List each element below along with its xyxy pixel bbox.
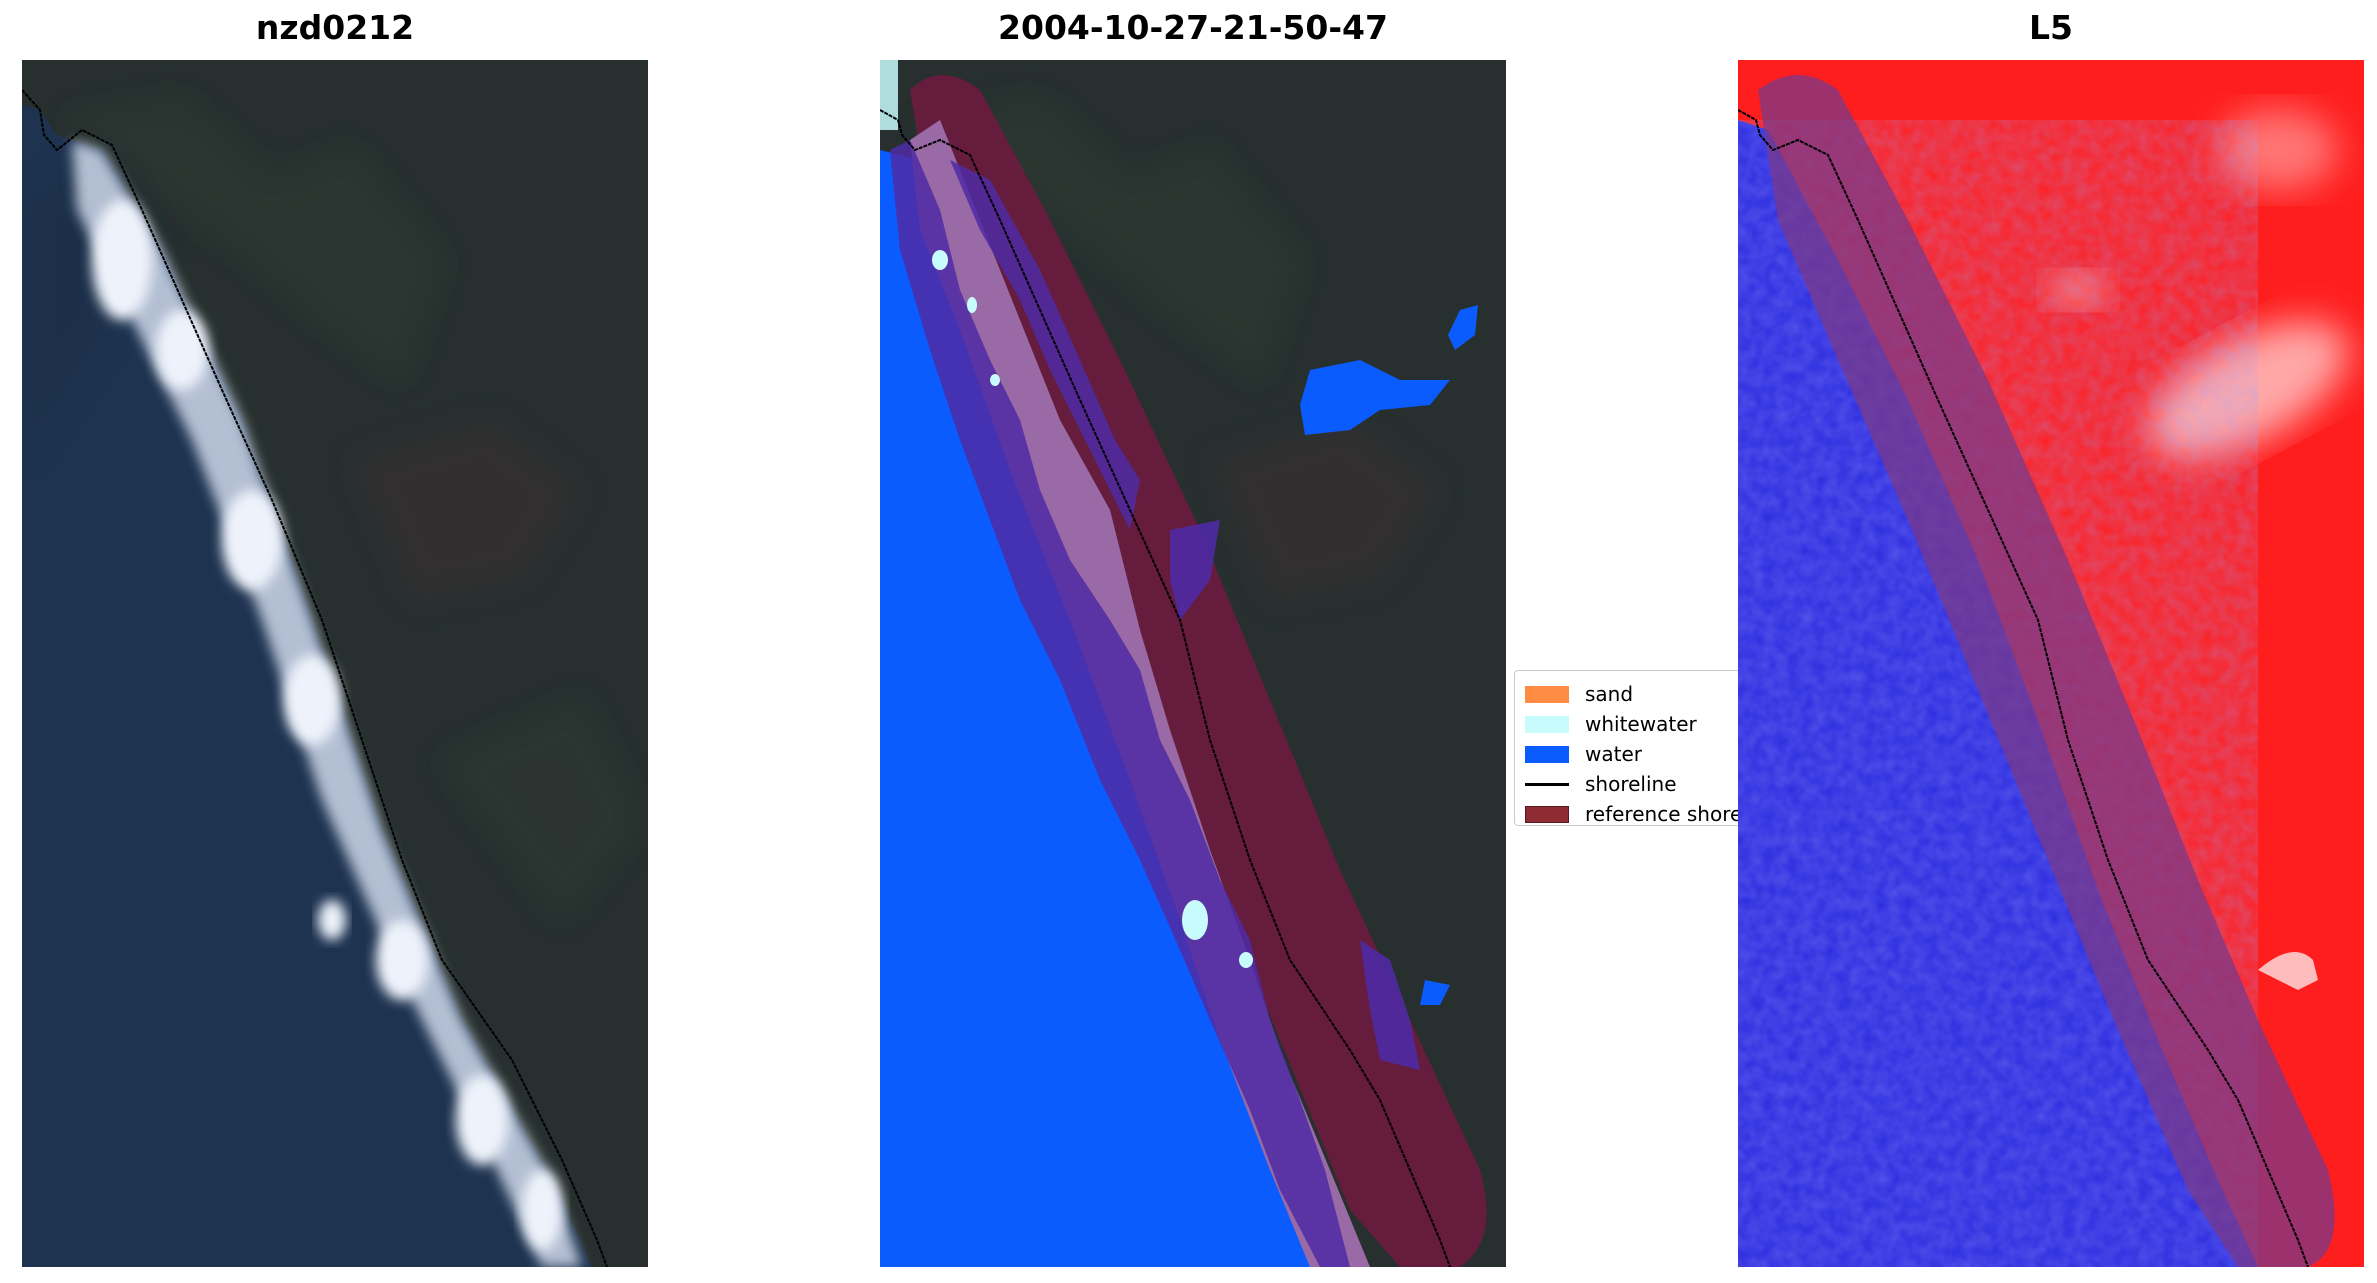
legend-item-sand: sand (1525, 679, 1738, 709)
classified-image (880, 60, 1506, 1267)
classified-image-panel (880, 60, 1506, 1267)
shoreline-line-sample (1525, 782, 1569, 786)
whitewater-swatch (1525, 715, 1569, 733)
index-image (1738, 60, 2364, 1267)
legend: sand whitewater water shoreline referenc… (1514, 670, 1738, 826)
legend-item-whitewater: whitewater (1525, 709, 1738, 739)
panel-title-middle: 2004-10-27-21-50-47 (998, 8, 1388, 47)
legend-item-shoreline: shoreline (1525, 769, 1738, 799)
legend-item-water: water (1525, 739, 1738, 769)
whitewater-patch (932, 250, 948, 270)
shoreline-line (880, 109, 1451, 1267)
sand-swatch (1525, 685, 1569, 703)
water-class-patch (1300, 360, 1450, 435)
rgb-image (22, 60, 648, 1267)
shoreline-line (22, 89, 608, 1267)
legend-item-reference-shoreline: reference shoreline (1525, 799, 1738, 826)
index-image-panel (1738, 60, 2364, 1267)
reference-shoreline-buffer (1758, 75, 2335, 1267)
legend-label-reference-shoreline: reference shoreline (1585, 802, 1738, 826)
shoreline-line (1738, 109, 2309, 1267)
legend-label-whitewater: whitewater (1585, 712, 1697, 736)
legend-label-shoreline: shoreline (1585, 772, 1677, 796)
water-overlap-zone (890, 140, 1350, 1267)
rgb-image-panel (22, 60, 648, 1267)
legend-label-water: water (1585, 742, 1642, 766)
legend-label-sand: sand (1585, 682, 1634, 706)
reference-shoreline-swatch (1525, 805, 1569, 823)
water-swatch (1525, 745, 1569, 763)
panel-title-right: L5 (2029, 8, 2073, 47)
panel-title-left: nzd0212 (255, 8, 415, 47)
